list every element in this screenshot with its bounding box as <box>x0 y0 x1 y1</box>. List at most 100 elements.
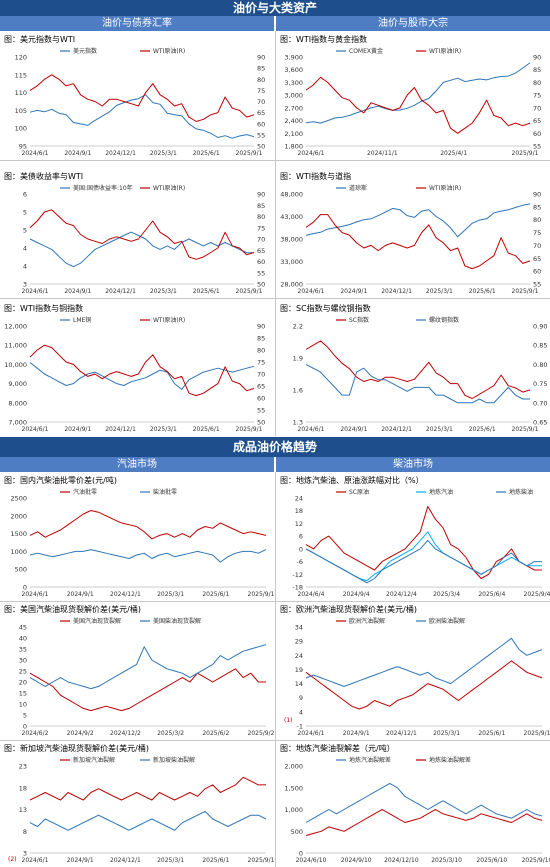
y-right-tick-label: 75 <box>533 229 541 237</box>
y-right-tick-label: 70 <box>257 371 265 379</box>
x-tick-label: 2024/9/1 <box>67 591 94 598</box>
x-tick-label: 2024/6/1 <box>298 150 325 157</box>
y-tick-label: 0 <box>23 584 27 592</box>
y-right-tick-label: 60 <box>257 395 265 403</box>
x-tick-label: 2024/9/1 <box>340 288 367 295</box>
x-tick-label: 2025/9/2 <box>248 730 274 737</box>
y-tick-label: 2500 <box>10 495 27 503</box>
y-tick-label: 3 <box>23 850 27 858</box>
y-right-tick-label: 65 <box>257 109 265 117</box>
line-chart: 0 500 1000 1500 2000 2500 2024/6/1 2024/9/1 2024… <box>10 488 274 598</box>
y-tick-label: 2,000 <box>284 763 303 771</box>
line-chart: 95 100 105 110 115 120 50 55 60 65 70 75 80 85 90 2024/… <box>15 47 266 157</box>
legend-entry: SC原油 <box>349 488 369 496</box>
y-tick-label: 1500 <box>10 530 27 538</box>
legend-entry: WTI原油(R) <box>429 184 461 192</box>
y-tick-label: 95 <box>19 143 27 151</box>
legend-entry: WTI原油(R) <box>153 47 185 55</box>
y-tick-label: 3,000 <box>284 92 303 100</box>
x-tick-label: 2025/6/2 <box>202 730 229 737</box>
chart-title: 图：WTI指数与黄金指数 <box>280 35 368 44</box>
line-chart: 7,000 8,000 9,000 10,000 11,000 12,000 50 55 60 6… <box>4 316 265 433</box>
y-tick-label: 120 <box>15 54 27 62</box>
chart-title: 图：地炼汽柴油裂解差（元/吨） <box>280 744 395 753</box>
x-tick-label: 2025/3/1 <box>426 288 453 295</box>
legend-entry: 地炼汽油 <box>429 488 453 496</box>
y-tick-label: 13 <box>19 806 27 814</box>
y-tick-label: 4 <box>23 263 27 271</box>
chart-panel-8: 图：地炼汽柴油、原油涨跌幅对比（%） -18 -12 -6 0 6 12 18 24 2024/6… <box>276 474 550 601</box>
chart-panel-3: 图：美债收益率与WTI 3 4 4 5 5 6 50 55 60 65 70 75 80 85 90 2024/… <box>0 170 275 298</box>
y-right-tick-label: 85 <box>257 65 265 73</box>
x-tick-label: 2024/6/2 <box>22 730 49 737</box>
y-tick-label: 12 <box>295 520 303 528</box>
y-tick-label: 45 <box>19 624 27 632</box>
chart-panel-1: 图：美元指数与WTI 95 100 105 110 115 120 50 55 60 65 70 75 8… <box>0 33 275 160</box>
footnote-1: (1) <box>284 717 293 724</box>
x-tick-label: 2025/9/1 <box>236 426 263 433</box>
y-tick-label: 24 <box>295 652 303 660</box>
x-tick-label: 2024/12/1 <box>105 150 136 157</box>
chart-panel-6: 图：SC指数与螺纹钢指数 1.3 1.6 1.9 2.2 0.65 0.70 0.75 0.80… <box>276 302 550 436</box>
x-tick-label: 2024/6/4 <box>298 591 325 598</box>
y-right-tick-label: 80 <box>257 213 265 221</box>
x-tick-label: 2025/3/1 <box>157 591 184 598</box>
y-tick-label: 4 <box>299 708 303 716</box>
section-header-products: 成品油价格趋势 <box>0 437 550 457</box>
x-tick-label: 2024/12/1 <box>381 426 412 433</box>
y-right-tick-label: 70 <box>533 104 541 112</box>
y-right-tick-label: 80 <box>533 79 541 87</box>
x-tick-label: 2024/9/1 <box>64 150 91 157</box>
y-tick-label: 1.3 <box>293 419 303 427</box>
legend-entry: 美国柴油现货裂解 <box>153 617 201 625</box>
y-right-tick-label: 55 <box>257 269 265 277</box>
y-tick-label: -12 <box>292 571 303 579</box>
legend-entry: 美元指数 <box>73 47 97 55</box>
x-tick-label: 2024/9/2 <box>67 730 94 737</box>
y-right-tick-label: 60 <box>257 258 265 266</box>
series-line-2 <box>29 644 267 690</box>
y-tick-label: 9,000 <box>8 380 27 388</box>
y-tick-label: 5 <box>23 227 27 235</box>
y-right-tick-label: 60 <box>257 120 265 128</box>
x-tick-label: 2024/6/1 <box>22 150 49 157</box>
x-tick-label: 2025/3/1 <box>433 730 460 737</box>
y-right-tick-label: 85 <box>257 335 265 343</box>
y-right-tick-label: 50 <box>257 143 265 151</box>
legend-entry: SC指数 <box>349 316 369 324</box>
series-line-3 <box>305 539 542 584</box>
x-tick-label: 2025/6/1 <box>193 150 220 157</box>
y-tick-label: 3,600 <box>284 66 303 74</box>
legend-entry: WTI原油(R) <box>153 184 185 192</box>
y-right-tick-label: 75 <box>257 359 265 367</box>
x-tick-label: 2025/6/1 <box>478 730 505 737</box>
y-tick-label: 43,000 <box>280 213 303 221</box>
y-tick-label: 5 <box>23 209 27 217</box>
y-right-tick-label: 85 <box>533 203 541 211</box>
y-tick-label: 15 <box>19 690 27 698</box>
chart-title: 图：美债收益率与WTI <box>4 172 84 181</box>
chart-title: 图：地炼汽柴油、原油涨跌幅对比（%） <box>280 476 424 485</box>
y-tick-label: 34 <box>295 624 303 632</box>
y-right-tick-label: 65 <box>257 383 265 391</box>
line-chart: 0 500 1,000 1,500 2,000 2024/6/10 2024/9/10 202… <box>284 756 550 864</box>
x-tick-label: 2024/12/1 <box>110 591 141 598</box>
x-tick-label: 2025/9/1 <box>512 426 539 433</box>
y-right-tick-label: 90 <box>257 191 265 199</box>
y-tick-label: 5 <box>23 712 27 720</box>
y-right-tick-label: 70 <box>257 98 265 106</box>
y-right-tick-label: 70 <box>257 236 265 244</box>
series-line-2 <box>305 637 543 687</box>
y-right-tick-label: 75 <box>533 92 541 100</box>
x-tick-label: 2024/6/1 <box>22 426 49 433</box>
subheader-gasoline: 汽油市场 <box>0 457 274 472</box>
y-right-tick-label: 75 <box>257 224 265 232</box>
subheader-diesel: 柴油市场 <box>276 457 550 472</box>
chart-title: 图：美元指数与WTI <box>4 35 76 44</box>
x-tick-label: 2024/6/10 <box>296 857 327 864</box>
y-right-tick-label: 90 <box>257 54 265 62</box>
x-tick-label: 2025/9/1 <box>236 288 263 295</box>
y-tick-label: 4 <box>23 245 27 253</box>
x-tick-label: 2025/6/1 <box>193 288 220 295</box>
y-tick-label: 24 <box>295 495 303 503</box>
